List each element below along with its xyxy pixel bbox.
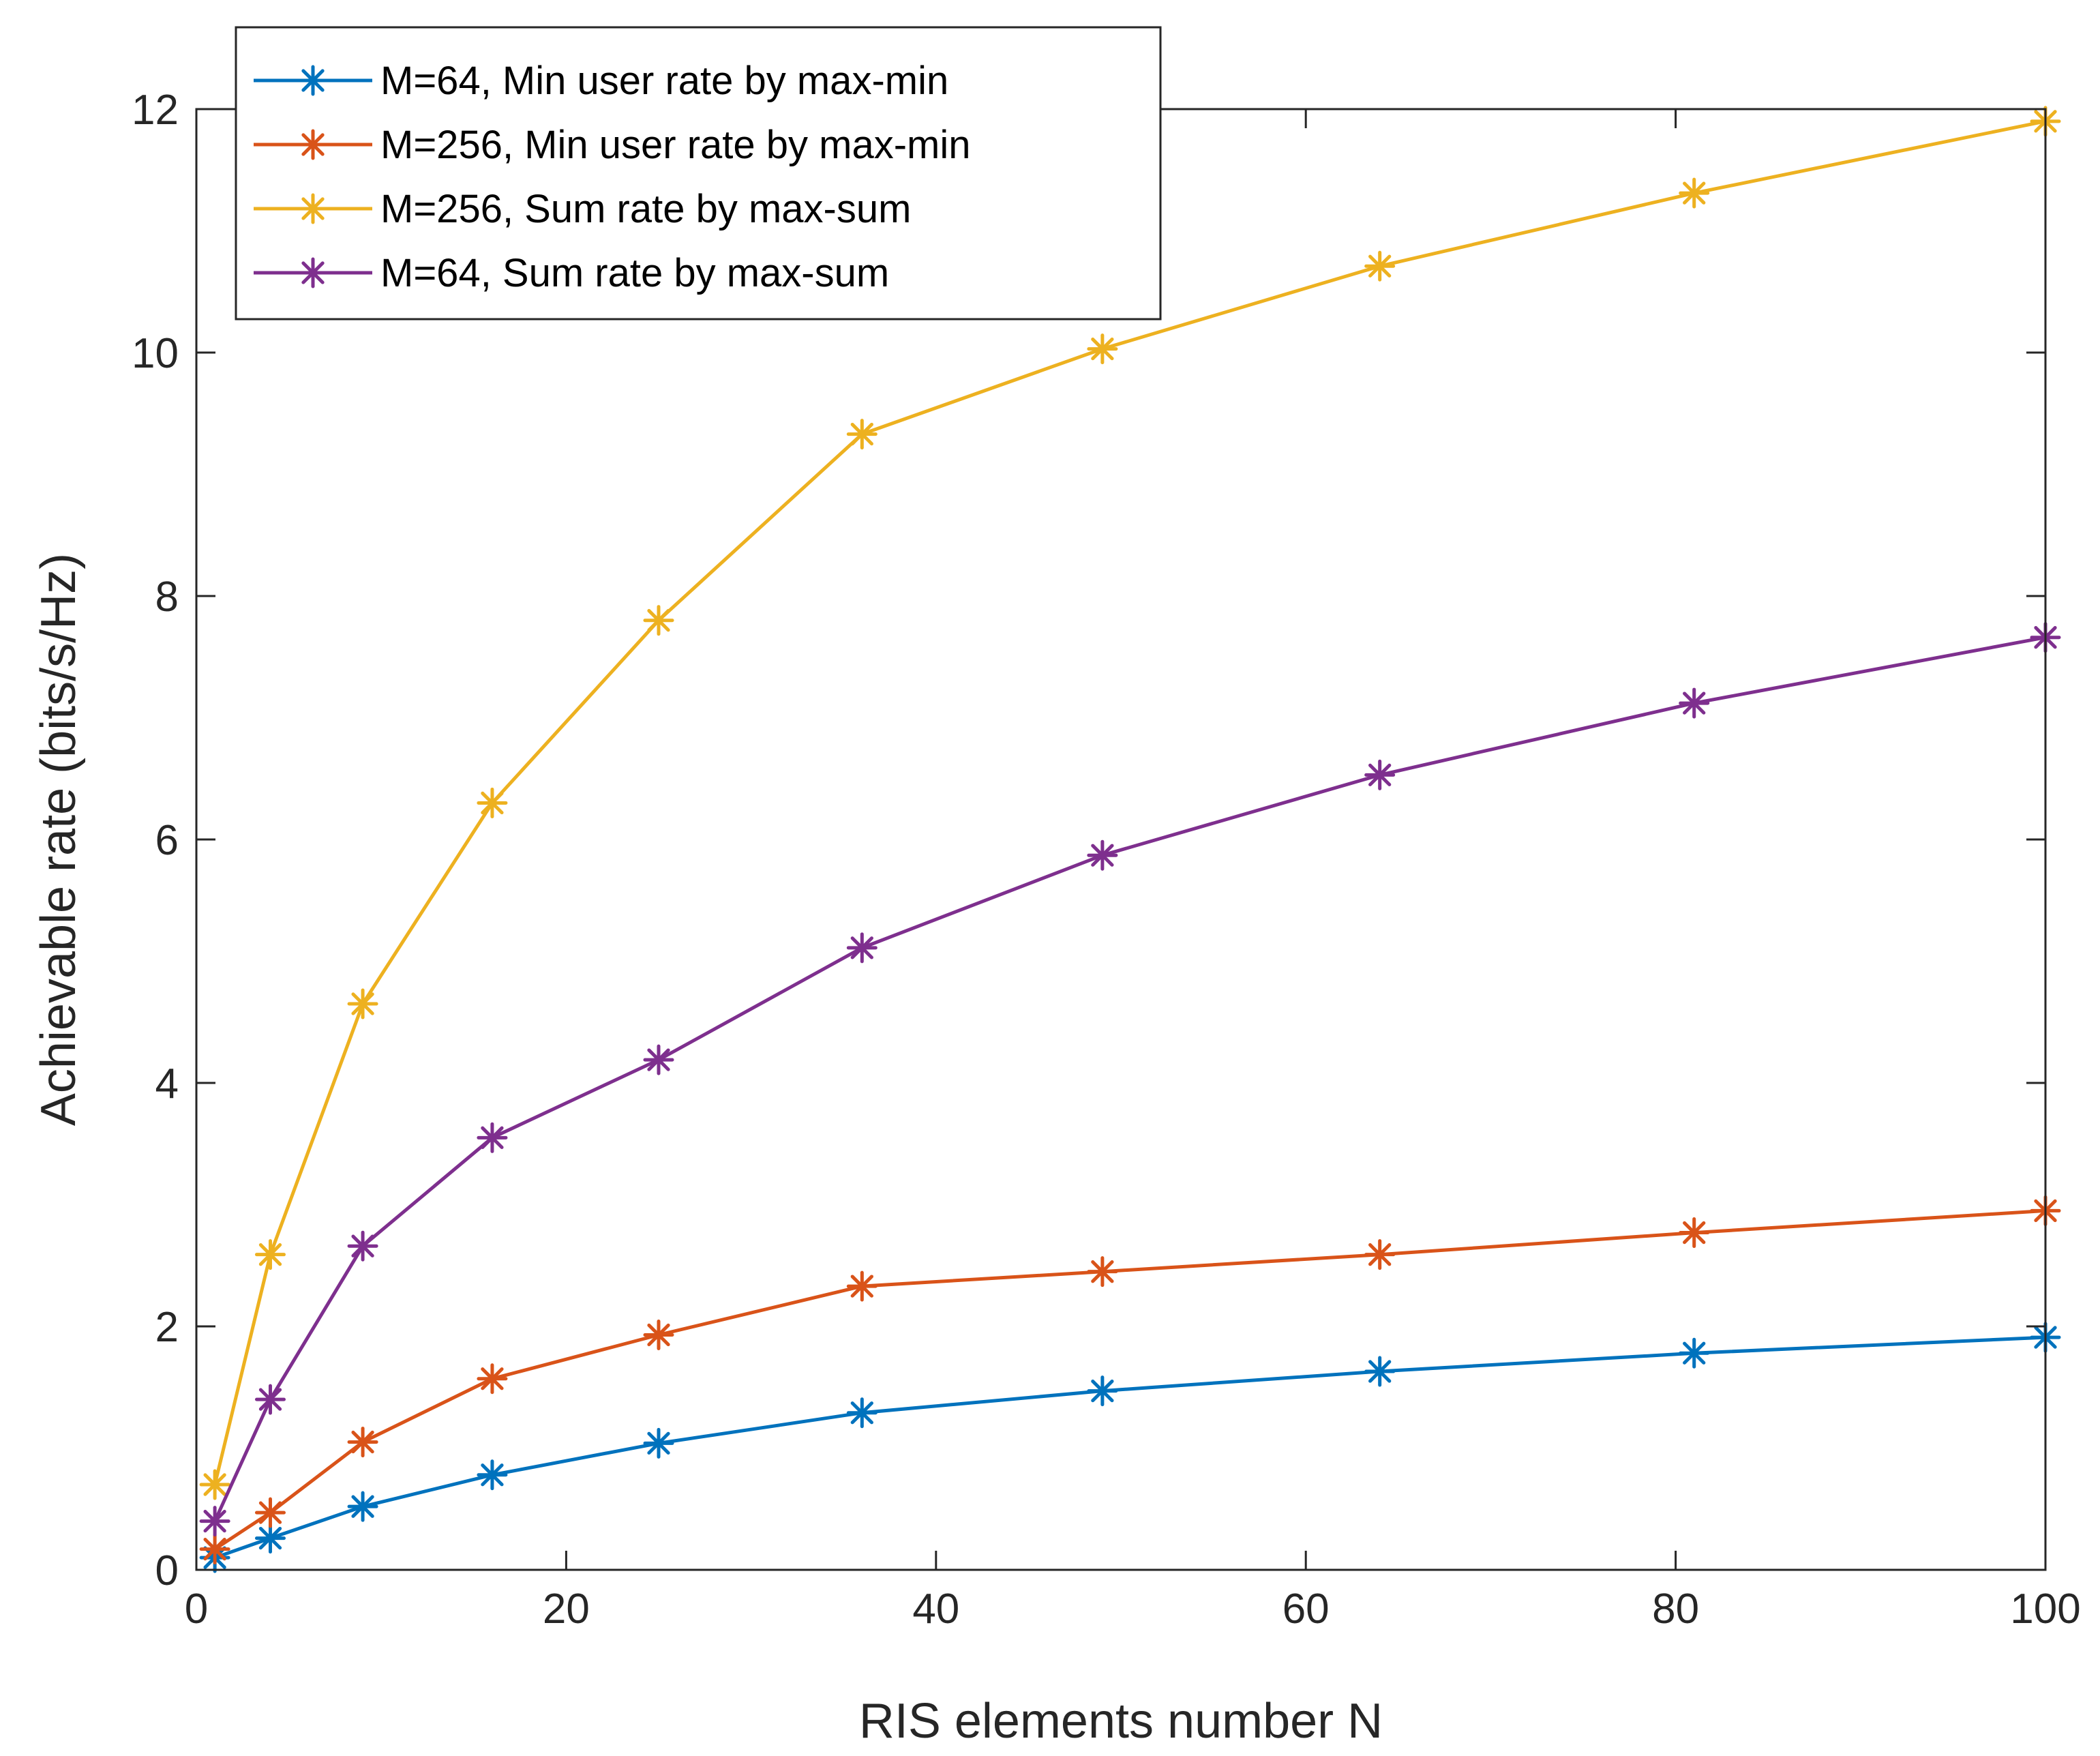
data-point-marker: [1679, 1337, 1710, 1369]
x-tick-label: 20: [543, 1586, 590, 1633]
data-point-marker: [1364, 1239, 1396, 1270]
data-point-marker: [1087, 839, 1118, 871]
data-point-marker: [643, 1427, 674, 1459]
legend: M=64, Min user rate by max-min M=256, Mi…: [235, 26, 1162, 321]
data-point-marker: [199, 1506, 230, 1537]
legend-asterisk-icon: [297, 129, 329, 160]
legend-swatch-marker: [297, 193, 329, 224]
legend-asterisk-icon: [297, 65, 329, 96]
data-point-marker: [254, 1239, 286, 1270]
legend-label: M=64, Sum rate by max-sum: [380, 251, 889, 295]
data-point-marker: [1364, 759, 1396, 790]
legend-swatch-marker: [297, 65, 329, 96]
data-point-marker: [347, 1427, 378, 1458]
data-point-marker: [477, 787, 508, 818]
data-point-marker: [846, 932, 877, 964]
data-point-marker: [1087, 333, 1118, 365]
legend-entry: M=64, Min user rate by max-min: [254, 59, 948, 103]
y-axis-label: Achievable rate (bits/s/Hz): [31, 553, 86, 1126]
legend-entry: M=64, Sum rate by max-sum: [254, 251, 889, 295]
data-point-marker: [347, 1491, 378, 1522]
axis-ticks: 0 20 40 60 80 100 0 2 4 6 8 10 12: [132, 87, 2081, 1633]
y-tick-label: 12: [132, 87, 179, 134]
data-point-marker: [199, 1534, 230, 1565]
legend-label: M=256, Sum rate by max-sum: [380, 187, 911, 231]
data-point-marker: [477, 1122, 508, 1153]
data-point-marker: [477, 1459, 508, 1491]
y-tick-label: 8: [155, 574, 179, 621]
y-tick-label: 4: [155, 1060, 179, 1107]
x-tick-label: 80: [1652, 1586, 1699, 1633]
data-point-marker: [1679, 687, 1710, 719]
data-point-marker: [1364, 250, 1396, 282]
data-point-marker: [643, 1044, 674, 1075]
data-point-marker: [254, 1523, 286, 1554]
data-point-marker: [1087, 1375, 1118, 1407]
data-point-marker: [846, 419, 877, 450]
x-tick-label: 0: [185, 1586, 208, 1633]
legend-label: M=256, Min user rate by max-min: [380, 123, 970, 167]
data-point-marker: [199, 1469, 230, 1500]
data-point-marker: [254, 1497, 286, 1528]
data-point-marker: [1679, 1217, 1710, 1249]
legend-box: [235, 26, 1162, 321]
series-layer: [199, 106, 2061, 1573]
x-tick-label: 60: [1282, 1586, 1330, 1633]
y-tick-label: 10: [132, 330, 179, 377]
x-axis-label: RIS elements number N: [859, 1694, 1383, 1748]
legend-asterisk-icon: [297, 193, 329, 224]
data-point-marker: [477, 1363, 508, 1395]
data-point-marker: [643, 605, 674, 636]
series-line-2: [213, 1208, 2046, 1551]
data-point-marker: [1364, 1356, 1396, 1387]
legend-entry: M=256, Min user rate by max-min: [254, 123, 970, 167]
data-point-marker: [643, 1319, 674, 1350]
data-point-marker: [846, 1397, 877, 1429]
legend-label: M=64, Min user rate by max-min: [380, 59, 948, 103]
data-point-marker: [1679, 177, 1710, 209]
series-line-1: [214, 1335, 2046, 1560]
series-line-3: [213, 119, 2046, 1485]
x-tick-label: 40: [912, 1586, 959, 1633]
series-line-4: [213, 636, 2046, 1522]
y-tick-label: 0: [155, 1547, 179, 1594]
legend-swatch-marker: [297, 129, 329, 160]
legend-asterisk-icon: [297, 257, 329, 288]
y-tick-label: 2: [155, 1304, 179, 1351]
data-point-marker: [1087, 1256, 1118, 1288]
legend-entry: M=256, Sum rate by max-sum: [254, 187, 911, 231]
data-point-marker: [347, 988, 378, 1020]
y-tick-label: 6: [155, 817, 179, 864]
x-tick-label: 100: [2010, 1586, 2080, 1633]
data-point-marker: [347, 1230, 378, 1262]
data-point-marker: [254, 1384, 286, 1415]
legend-swatch-marker: [297, 257, 329, 288]
data-point-marker: [846, 1270, 877, 1302]
